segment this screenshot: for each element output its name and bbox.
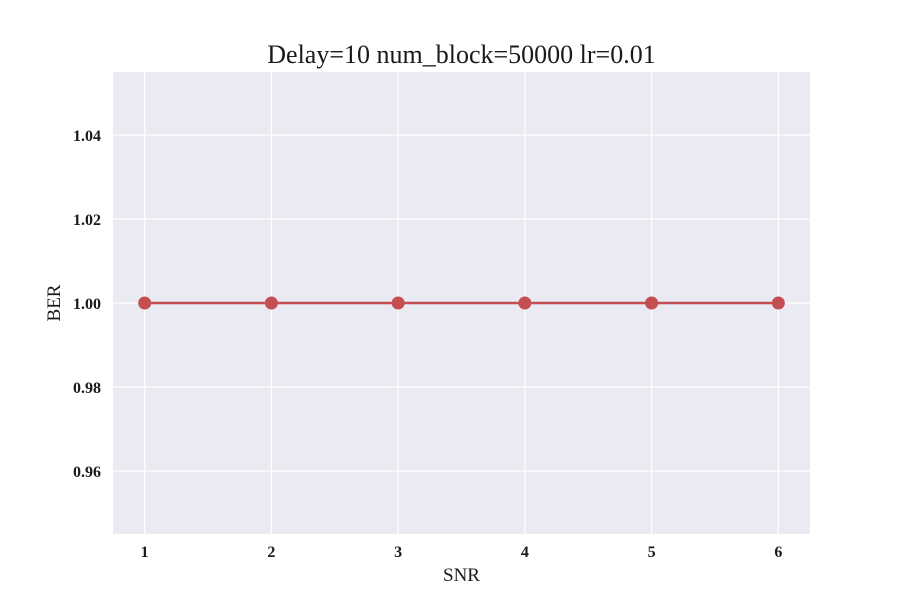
y-tick-label-1: 0.96 [73,464,101,481]
y-axis-label: BER [44,284,65,321]
x-tick-label-3: 3 [394,544,402,561]
data-point-4 [518,296,532,310]
x-tick-label-4: 4 [521,544,529,561]
y-tick-label-2: 0.98 [73,380,101,397]
x-axis-label: SNR [443,565,480,586]
y-tick-label-5: 1.04 [73,128,101,145]
y-tick-label-4: 1.02 [73,212,101,229]
x-tick-label-1: 1 [141,544,149,561]
data-point-6 [771,296,785,310]
y-tick-labels: 0.96 0.98 1.00 1.02 1.04 [73,128,101,481]
y-tick-label-3: 1.00 [73,296,101,313]
data-point-2 [264,296,278,310]
data-point-3 [391,296,405,310]
x-tick-label-5: 5 [648,544,656,561]
data-point-1 [138,296,152,310]
data-point-5 [645,296,659,310]
x-tick-label-6: 6 [774,544,782,561]
series-layer [138,296,785,310]
chart-title: Delay=10 num_block=50000 lr=0.01 [267,40,655,69]
x-tick-labels: 1 2 3 4 5 6 [141,544,783,561]
x-tick-label-2: 2 [267,544,275,561]
